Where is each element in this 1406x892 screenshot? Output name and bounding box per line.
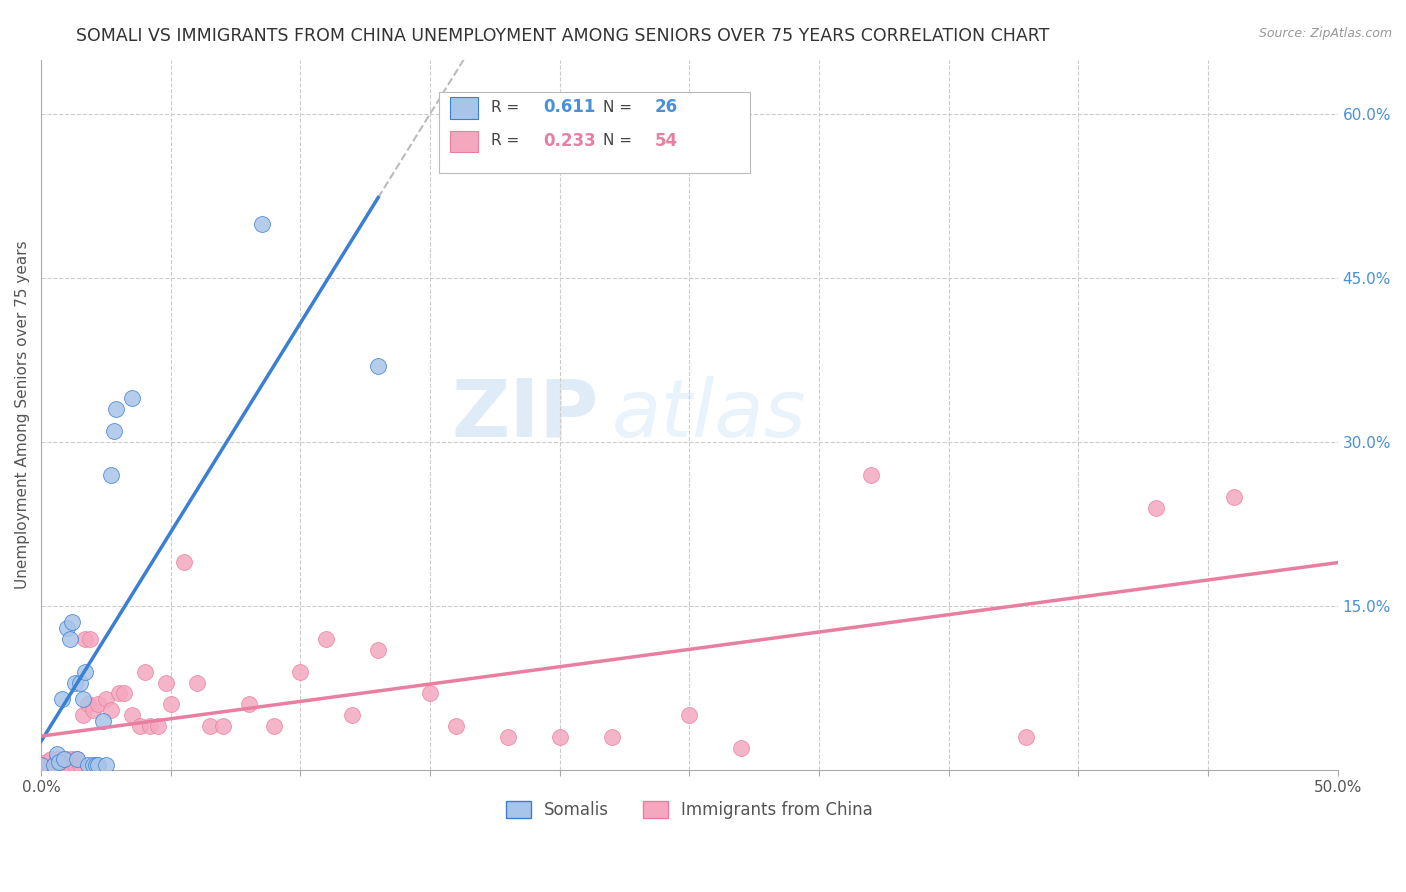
Point	[250, 217, 273, 231]
Point	[66, 752, 89, 766]
Text: N =: N =	[603, 100, 637, 115]
Point	[75, 665, 97, 679]
Point	[76, 698, 98, 712]
Point	[548, 730, 571, 744]
Point	[367, 642, 389, 657]
Text: R =: R =	[491, 133, 524, 148]
Point	[53, 752, 76, 766]
Point	[1144, 500, 1167, 515]
Point	[84, 757, 107, 772]
Point	[496, 730, 519, 744]
Text: N =: N =	[603, 133, 637, 148]
Point	[82, 703, 104, 717]
Point	[600, 730, 623, 744]
Bar	[450, 130, 478, 152]
Point	[87, 757, 110, 772]
Point	[315, 632, 337, 646]
Y-axis label: Unemployment Among Seniors over 75 years: Unemployment Among Seniors over 75 years	[15, 241, 30, 589]
Point	[69, 675, 91, 690]
Point	[211, 719, 233, 733]
Point	[108, 686, 131, 700]
Text: 54: 54	[654, 132, 678, 150]
Point	[63, 675, 86, 690]
FancyBboxPatch shape	[439, 92, 751, 173]
Point	[93, 714, 115, 728]
Point	[42, 757, 65, 772]
Point	[76, 757, 98, 772]
Point	[48, 757, 70, 772]
Point	[859, 467, 882, 482]
Point	[45, 747, 67, 761]
Point	[87, 698, 110, 712]
Point	[75, 632, 97, 646]
Point	[63, 757, 86, 772]
Point	[69, 757, 91, 772]
Point	[173, 555, 195, 569]
Point	[66, 752, 89, 766]
Point	[730, 741, 752, 756]
Point	[105, 402, 128, 417]
Point	[342, 708, 364, 723]
Point	[45, 752, 67, 766]
Text: Source: ZipAtlas.com: Source: ZipAtlas.com	[1258, 27, 1392, 40]
Point	[42, 757, 65, 772]
Point	[94, 757, 117, 772]
Bar	[450, 97, 478, 119]
Point	[51, 692, 73, 706]
Point	[100, 703, 122, 717]
Point	[59, 632, 82, 646]
Point	[186, 675, 208, 690]
Text: atlas: atlas	[612, 376, 806, 454]
Point	[60, 752, 83, 766]
Text: 26: 26	[654, 98, 678, 116]
Point	[112, 686, 135, 700]
Point	[35, 756, 58, 770]
Point	[678, 708, 700, 723]
Point	[59, 757, 82, 772]
Point	[79, 632, 101, 646]
Point	[38, 757, 60, 772]
Point	[367, 359, 389, 373]
Point	[60, 615, 83, 630]
Point	[32, 757, 55, 772]
Point	[159, 698, 181, 712]
Point	[53, 757, 76, 772]
Point	[82, 757, 104, 772]
Point	[1015, 730, 1038, 744]
Legend: Somalis, Immigrants from China: Somalis, Immigrants from China	[499, 794, 879, 826]
Point	[198, 719, 221, 733]
Point	[263, 719, 285, 733]
Text: R =: R =	[491, 100, 524, 115]
Point	[72, 692, 94, 706]
Point	[56, 621, 79, 635]
Point	[134, 665, 156, 679]
Point	[121, 392, 143, 406]
Text: SOMALI VS IMMIGRANTS FROM CHINA UNEMPLOYMENT AMONG SENIORS OVER 75 YEARS CORRELA: SOMALI VS IMMIGRANTS FROM CHINA UNEMPLOY…	[76, 27, 1049, 45]
Point	[238, 698, 260, 712]
Point	[100, 467, 122, 482]
Point	[103, 424, 125, 438]
Point	[1223, 490, 1246, 504]
Point	[146, 719, 169, 733]
Point	[155, 675, 177, 690]
Point	[444, 719, 467, 733]
Text: 0.611: 0.611	[543, 98, 595, 116]
Point	[72, 708, 94, 723]
Point	[51, 752, 73, 766]
Point	[290, 665, 312, 679]
Text: ZIP: ZIP	[451, 376, 599, 454]
Point	[56, 752, 79, 766]
Point	[128, 719, 150, 733]
Point	[41, 752, 63, 766]
Point	[139, 719, 162, 733]
Point	[30, 757, 52, 772]
Point	[419, 686, 441, 700]
Point	[94, 692, 117, 706]
Point	[30, 757, 52, 772]
Point	[48, 756, 70, 770]
Text: 0.233: 0.233	[543, 132, 596, 150]
Point	[121, 708, 143, 723]
